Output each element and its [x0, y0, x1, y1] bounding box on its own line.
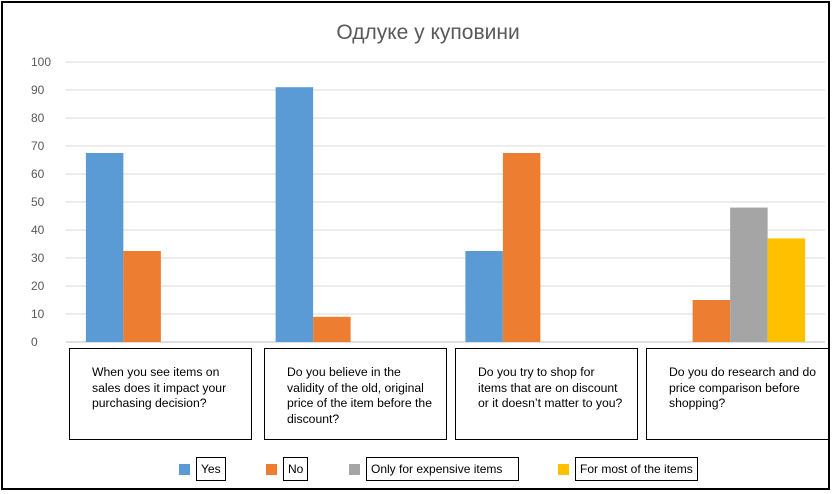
gridlines — [66, 61, 825, 343]
bar — [465, 251, 503, 342]
bar — [502, 153, 541, 342]
category-label-2: Do you believe in the validity of the ol… — [264, 348, 447, 440]
bar — [85, 153, 124, 342]
y-tick-label: 80 — [31, 111, 45, 125]
category-label-1: When you see items on sales does it impa… — [69, 348, 252, 440]
bar — [313, 316, 351, 342]
legend-swatch — [349, 463, 360, 475]
y-tick-label: 50 — [31, 195, 45, 209]
legend-swatch — [266, 463, 277, 475]
category-label-4: Do you do research and do price comparis… — [646, 348, 829, 440]
legend-item-no: No — [266, 457, 309, 481]
y-tick-label: 60 — [31, 167, 45, 181]
y-tick-label: 40 — [31, 223, 45, 237]
legend-item-most-items: For most of the items — [558, 457, 698, 481]
y-tick-label: 90 — [31, 83, 45, 97]
y-tick-label: 20 — [31, 279, 45, 293]
legend-label: Yes — [196, 457, 226, 481]
bar — [692, 300, 731, 342]
category-label-text: When you see items on sales does it impa… — [92, 365, 227, 410]
bar — [275, 87, 314, 342]
bar — [730, 207, 768, 342]
y-tick-label: 70 — [31, 139, 45, 153]
category-label-text: Do you try to shop for items that are on… — [478, 365, 623, 410]
category-label-text: Do you do research and do price comparis… — [669, 365, 817, 410]
y-tick-label: 30 — [31, 251, 45, 265]
category-label-3: Do you try to shop for items that are on… — [455, 348, 638, 440]
bar — [123, 251, 161, 342]
chart-title: Одлуке у куповини — [336, 21, 519, 44]
y-tick-label: 100 — [31, 55, 51, 69]
y-tick-label: 10 — [31, 307, 45, 321]
legend-item-only-expensive: Only for expensive items — [349, 457, 520, 481]
legend-label: No — [283, 457, 309, 481]
bar — [767, 238, 806, 342]
bars — [85, 87, 806, 342]
legend-swatch — [179, 463, 190, 475]
legend-item-yes: Yes — [179, 457, 226, 481]
y-tick-label: 0 — [31, 335, 38, 349]
y-axis-ticks: 0 10 20 30 40 50 60 70 80 90 100 — [31, 55, 51, 349]
legend-label: Only for expensive items — [366, 457, 520, 481]
category-label-text: Do you believe in the validity of the ol… — [287, 365, 432, 426]
legend-label: For most of the items — [575, 457, 698, 481]
bar-chart: 0 10 20 30 40 50 60 70 80 90 100 Одлуке у куповини — [31, 21, 825, 349]
legend-swatch — [558, 463, 569, 475]
